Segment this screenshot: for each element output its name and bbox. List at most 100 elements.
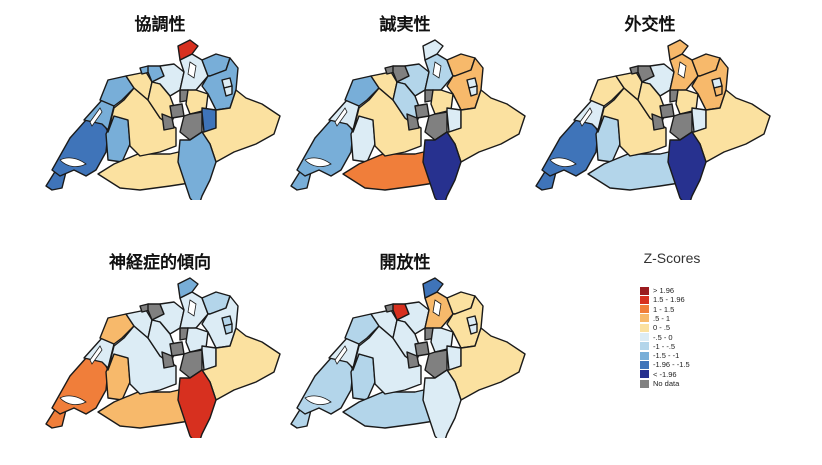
legend-swatch [640,314,649,323]
canton-nw [659,103,675,119]
legend-swatch [640,379,649,388]
map-panel-neuroticism: 神経症的傾向 [30,238,290,438]
legend-item-m05_0: -.5 - 0 [640,333,673,342]
canton-ai [468,323,478,335]
switzerland-map [45,277,281,438]
canton-ow [406,351,420,369]
legend-label: .5 - 1 [653,313,671,323]
legend-swatch [640,370,649,379]
canton-gr [201,89,281,163]
canton-ow [651,113,665,131]
legend-swatch [640,351,649,360]
canton-vd [296,119,354,177]
canton-lu [147,319,177,365]
canton-ow [406,113,420,131]
canton-be [107,87,177,157]
canton-gr [446,89,526,163]
canton-nw [169,103,185,119]
canton-ow [161,351,175,369]
map-panel-extraversion: 外交性 [520,0,780,200]
lake-0 [304,157,332,168]
canton-sh [667,39,689,61]
map-panel-conscientiousness: 誠実性 [275,0,535,200]
canton-gr [691,89,771,163]
legend-label: -1 - -.5 [653,341,676,351]
legend-label: < -1.96 [653,369,677,379]
legend-label: No data [653,379,680,388]
canton-vd [51,357,109,415]
lake-1 [579,107,593,127]
legend-swatch [640,342,649,351]
canton-be [107,325,177,395]
canton-be [352,325,422,395]
legend-swatch [640,323,649,332]
legend-swatch [640,360,649,369]
legend-label: -1.5 - -1 [653,351,680,361]
canton-be [352,87,422,157]
lake-2 [187,61,197,79]
map-title: 外交性 [624,15,676,35]
lake-2 [432,299,442,317]
legend-item-m196_m15: -1.96 - -1.5 [640,360,690,369]
canton-sh [422,39,444,61]
switzerland-map [290,39,526,200]
legend-item-m15_m1: -1.5 - -1 [640,351,679,360]
legend-item-05_1: .5 - 1 [640,314,670,323]
switzerland-map [535,39,771,200]
map-title: 神経症的傾向 [109,253,211,273]
lake-1 [89,345,103,365]
canton-ai [223,323,233,335]
legend-label: -.5 - 0 [653,332,673,342]
canton-sh [422,277,444,299]
legend-title: Z-Scores [643,250,701,266]
legend-label: 1 - 1.5 [653,304,675,314]
lake-2 [677,61,687,79]
lake-2 [187,299,197,317]
lake-0 [549,157,577,168]
map-title: 開放性 [379,253,431,273]
map-title: 誠実性 [379,15,431,35]
legend-item-m1_m05: -1 - -.5 [640,342,675,351]
canton-ow [161,113,175,131]
canton-ti [177,369,217,438]
legend-item-lt_m196: < -1.96 [640,370,677,379]
lake-1 [334,345,348,365]
legend-label: > 1.96 [653,286,675,295]
legend-label: -1.96 - -1.5 [653,360,690,370]
canton-lu [147,81,177,127]
canton-ai [713,85,723,97]
canton-nw [169,341,185,357]
legend-item-0_05: 0 - .5 [640,323,670,332]
canton-ti [177,131,217,200]
legend-item-15_196: 1.5 - 1.96 [640,295,685,304]
canton-lu [392,319,422,365]
lake-1 [334,107,348,127]
canton-gr [446,327,526,401]
lake-0 [59,395,87,406]
legend-item-gt196: > 1.96 [640,286,674,295]
lake-1 [89,107,103,127]
lake-0 [304,395,332,406]
canton-sh [177,39,199,61]
canton-vd [541,119,599,177]
lake-0 [59,157,87,168]
canton-sh [177,277,199,299]
canton-ti [422,369,462,438]
canton-nw [414,341,430,357]
canton-nw [414,103,430,119]
legend-label: 0 - .5 [653,323,671,333]
lake-2 [432,61,442,79]
canton-ti [667,131,707,200]
legend-swatch [640,295,649,304]
canton-vd [296,357,354,415]
map-panel-agreeableness: 協調性 [30,0,290,200]
legend-item-1_15: 1 - 1.5 [640,305,674,314]
canton-ai [468,85,478,97]
legend-item-nodata: No data [640,379,679,388]
switzerland-map [290,277,526,438]
switzerland-map [45,39,281,200]
map-title: 協調性 [134,15,186,35]
map-panel-openness: 開放性 [275,238,535,438]
canton-lu [392,81,422,127]
